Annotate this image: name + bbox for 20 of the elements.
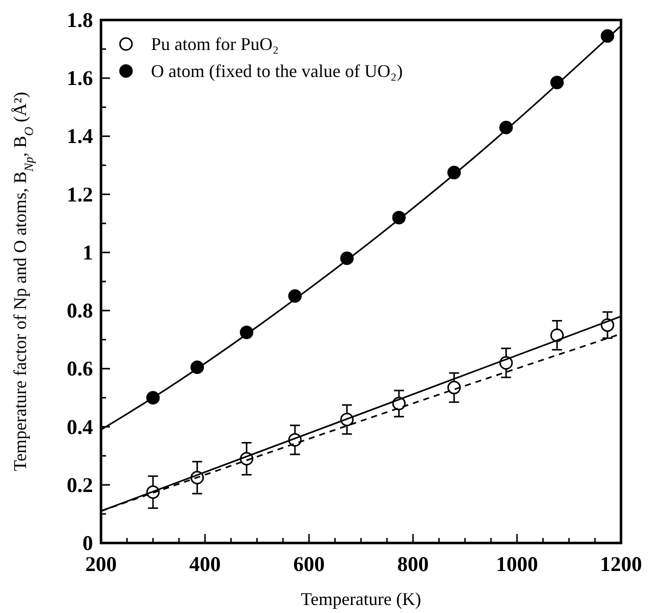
- x-tick-label: 1200: [600, 552, 642, 576]
- legend-label: Pu atom for PuO₂: [151, 34, 279, 54]
- y-tick-label: 1.6: [66, 66, 93, 90]
- y-tick-label: 0.2: [66, 472, 93, 497]
- x-tick-label: 400: [189, 552, 221, 576]
- y-tick-label: 0: [82, 531, 93, 555]
- y-tick-label: 0.6: [66, 356, 93, 381]
- y-tick-label: 1.4: [66, 124, 94, 148]
- x-tick-label: 800: [397, 552, 429, 576]
- x-tick-label: 1000: [496, 552, 538, 576]
- y-tick-label: 1: [82, 240, 93, 264]
- y-tick-label: 0.8: [66, 298, 93, 323]
- x-tick-label: 600: [293, 552, 325, 576]
- x-tick-label: 200: [85, 552, 117, 576]
- y-tick-label: 0.4: [66, 414, 94, 439]
- point: [447, 380, 461, 394]
- y-tick-label: 1.8: [66, 8, 93, 32]
- x-axis-title: Temperature (K): [300, 589, 422, 609]
- y-tick-label: 1.2: [66, 182, 93, 206]
- legend-label: O atom (fixed to the value of UO₂): [151, 61, 403, 81]
